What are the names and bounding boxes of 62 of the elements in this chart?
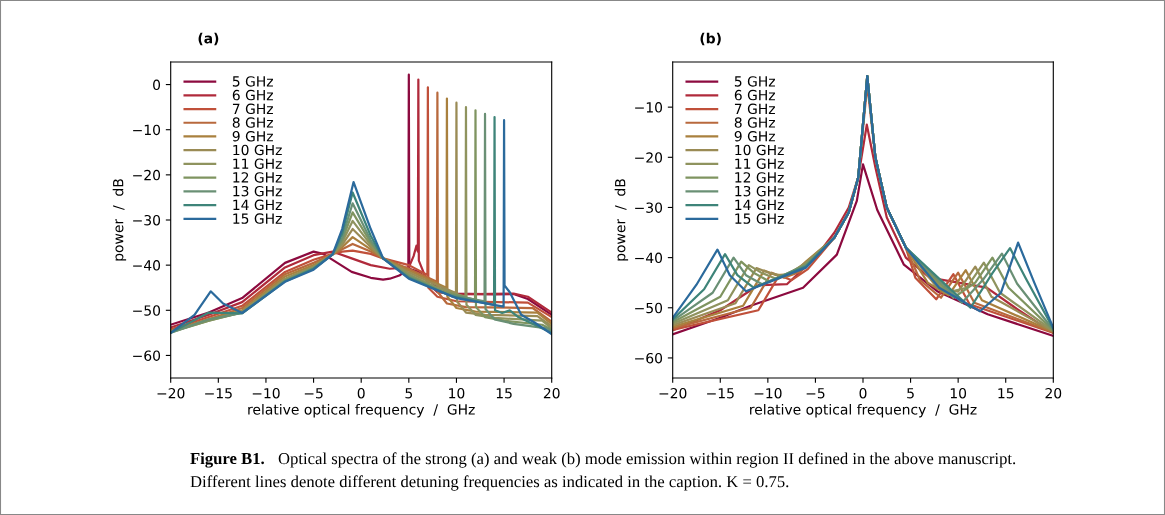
y-tick-label: −20 (133, 169, 161, 181)
legend-label: 8 GHz (232, 117, 273, 128)
legend-label: 15 GHz (735, 213, 784, 224)
legend-label: 14 GHz (735, 199, 784, 211)
x-tick-label: 20 (1045, 387, 1062, 399)
y-tick-label: −50 (133, 305, 161, 316)
x-tick-label: 5 (907, 388, 914, 399)
legend-label: 6 GHz (232, 89, 273, 101)
legend-label: 13 GHz (233, 185, 282, 197)
x-tick-label: −20 (157, 387, 185, 399)
chart-title: (a) (198, 32, 219, 46)
legend-label: 6 GHz (734, 89, 775, 101)
x-tick-label: −15 (707, 388, 734, 399)
x-tick-label: 15 (998, 388, 1014, 399)
x-tick-label: −20 (659, 387, 687, 399)
legend-label: 14 GHz (233, 199, 282, 211)
legend-label: 7 GHz (232, 103, 273, 115)
legend-label: 12 GHz (233, 172, 282, 183)
y-axis-title: power / dB (112, 179, 127, 261)
y-tick-label: −20 (635, 152, 663, 163)
legend-label: 10 GHz (735, 144, 784, 156)
x-tick-label: 20 (543, 387, 560, 399)
y-tick-label: −10 (635, 102, 663, 113)
y-tick-label: −30 (635, 202, 663, 213)
y-tick-label: −50 (635, 302, 663, 314)
legend-label: 8 GHz (734, 117, 775, 128)
y-tick-label: 0 (153, 79, 161, 91)
x-tick-label: −15 (205, 388, 232, 399)
x-tick-label: −5 (806, 388, 825, 399)
legend-label: 5 GHz (734, 76, 775, 87)
x-tick-label: 0 (357, 387, 365, 399)
y-tick-label: −60 (635, 352, 663, 364)
legend-label: 13 GHz (735, 185, 784, 197)
legend-label: 11 GHz (233, 158, 282, 169)
legend-label: 9 GHz (232, 131, 273, 142)
x-tick-label: 5 (405, 388, 413, 399)
legend-label: 9 GHz (734, 131, 775, 142)
x-tick-label: −10 (252, 387, 280, 399)
y-tick-label: −30 (133, 214, 161, 226)
legend-label: 10 GHz (233, 144, 282, 156)
caption: Figure B1. (190, 452, 264, 468)
chart-title: (b) (700, 32, 721, 46)
legend-label: 5 GHz (232, 76, 273, 87)
x-tick-label: 15 (496, 388, 512, 399)
y-tick-label: −60 (133, 350, 161, 361)
x-tick-label: 0 (859, 387, 867, 399)
text: Different lines denote different detuning frequencies as indicated in the caption. K = 0.75. (190, 475, 789, 491)
x-axis-title: relative optical frequency / GHz (750, 403, 977, 418)
text: Optical spectra of the strong (a) and weak (b) mode emission within region II defined in the above manuscript. (278, 452, 1016, 468)
x-tick-label: −10 (754, 387, 782, 399)
y-tick-label: −10 (133, 124, 161, 136)
x-axis-title: relative optical frequency / GHz (248, 403, 475, 418)
y-axis-title: power / dB (614, 179, 629, 261)
x-tick-label: 10 (449, 387, 465, 399)
legend-label: 7 GHz (734, 103, 775, 115)
y-tick-label: −40 (133, 260, 161, 271)
x-tick-label: −5 (304, 388, 323, 399)
legend-label: 12 GHz (735, 172, 784, 183)
legend-label: 15 GHz (233, 213, 282, 224)
x-tick-label: 10 (950, 387, 967, 399)
y-tick-label: −40 (635, 252, 663, 264)
legend-label: 11 GHz (735, 158, 784, 169)
